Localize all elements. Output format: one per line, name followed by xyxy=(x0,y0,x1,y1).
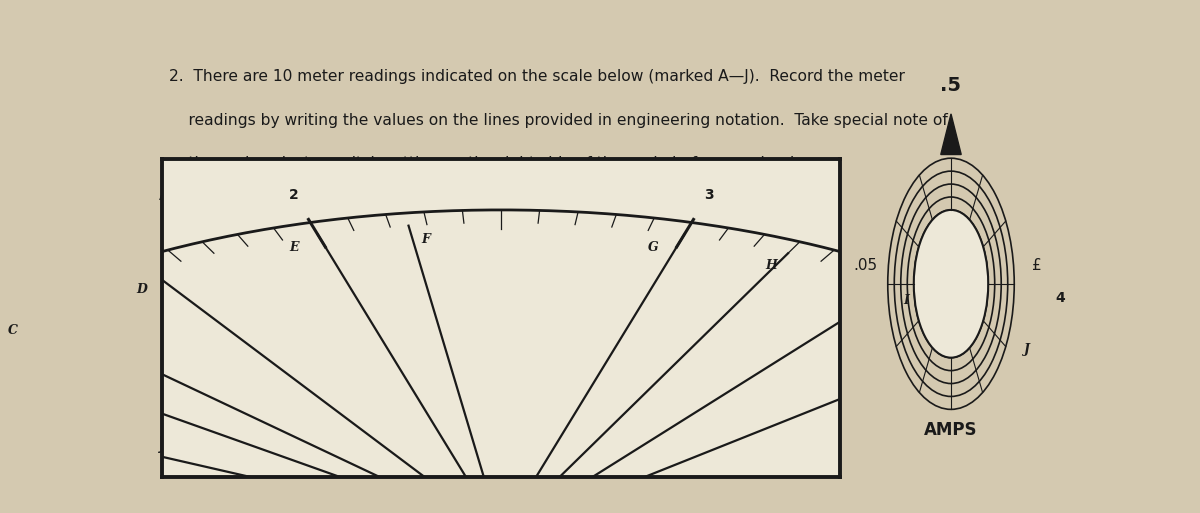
Text: J: J xyxy=(1025,343,1031,357)
Text: .5: .5 xyxy=(941,76,961,95)
Text: J: J xyxy=(160,435,164,452)
Text: E: E xyxy=(160,297,169,314)
Text: I: I xyxy=(160,407,164,425)
Text: A: A xyxy=(160,186,170,204)
Text: I: I xyxy=(902,294,908,307)
Text: £: £ xyxy=(1032,258,1042,273)
Circle shape xyxy=(914,210,989,358)
Text: F: F xyxy=(421,233,430,246)
Text: .05: .05 xyxy=(853,258,877,273)
Text: B: B xyxy=(160,213,170,231)
Text: 4: 4 xyxy=(1056,291,1066,305)
Text: 2: 2 xyxy=(289,188,299,202)
Text: F: F xyxy=(160,324,169,342)
Text: readings by writing the values on the lines provided in engineering notation.  T: readings by writing the values on the li… xyxy=(168,113,948,128)
Text: H: H xyxy=(160,379,172,397)
Text: 2.  There are 10 meter readings indicated on the scale below (marked A—J).  Reco: 2. There are 10 meter readings indicated… xyxy=(168,69,905,85)
Text: AMPS: AMPS xyxy=(924,421,978,439)
Text: H: H xyxy=(766,260,778,272)
Text: C: C xyxy=(7,324,18,337)
Text: D: D xyxy=(160,269,172,287)
Text: C: C xyxy=(160,241,170,259)
Text: D: D xyxy=(137,283,148,295)
Polygon shape xyxy=(941,114,961,154)
Text: the scale selector switch setting on the right side of the scale before you begi: the scale selector switch setting on the… xyxy=(168,156,809,171)
Text: 3: 3 xyxy=(703,188,713,202)
Text: G: G xyxy=(648,241,659,254)
Text: G: G xyxy=(160,352,172,370)
Text: E: E xyxy=(289,241,299,254)
